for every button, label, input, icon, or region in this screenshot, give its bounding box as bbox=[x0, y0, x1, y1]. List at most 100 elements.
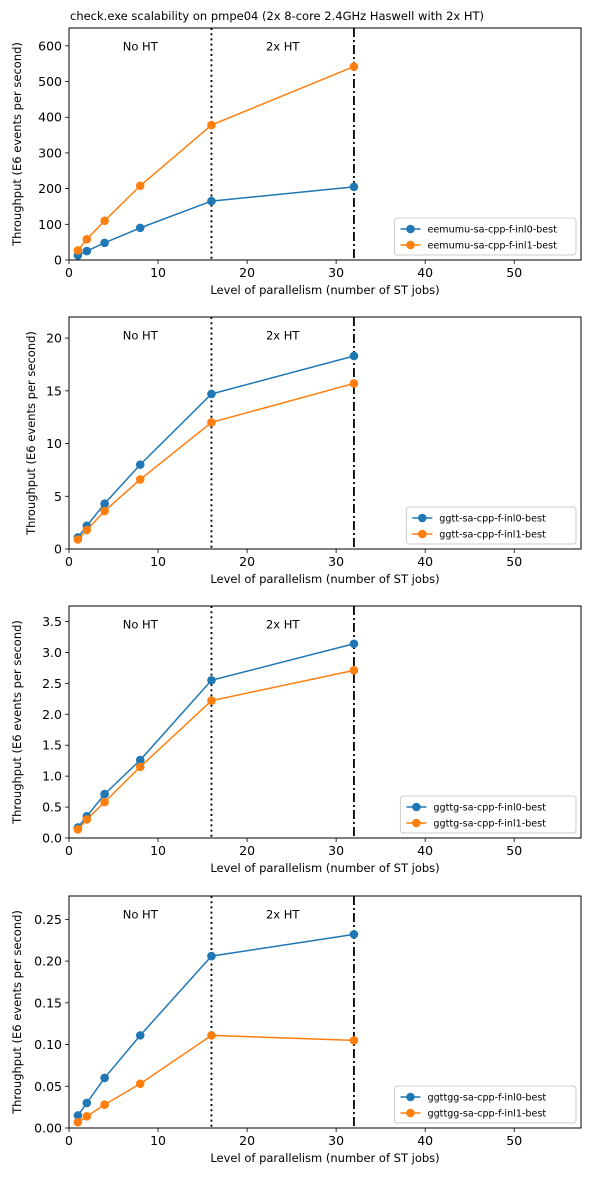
y-tick-label: 100 bbox=[38, 217, 62, 232]
chart-panel-3: 0 10 20 30 40 50 0.0 0.5 1.0 1.5 2.0 2.5 3.0 3.5 Level… bbox=[10, 605, 582, 875]
y-tick-label: 3.0 bbox=[42, 645, 62, 660]
legend-marker-1 bbox=[412, 802, 421, 812]
legend: ggttgg-sa-cpp-f-inl0-best ggttgg-sa-cpp-f… bbox=[394, 1085, 577, 1124]
region-annotation: 2x HT bbox=[266, 618, 300, 632]
data-point bbox=[82, 1112, 92, 1121]
x-tick-label: 40 bbox=[417, 265, 433, 280]
legend-label-2: ggtt-sa-cpp-f-inl1-best bbox=[439, 530, 546, 541]
data-point bbox=[135, 475, 145, 484]
data-point bbox=[82, 815, 92, 824]
region-annotation: No HT bbox=[123, 329, 159, 343]
data-point bbox=[100, 506, 109, 516]
region-annotation: 2x HT bbox=[266, 908, 300, 922]
data-point bbox=[349, 930, 359, 939]
y-tick-label: 5 bbox=[54, 489, 62, 504]
y-tick-label: 0 bbox=[54, 253, 62, 268]
y-tick-label: 400 bbox=[38, 110, 62, 125]
data-point bbox=[100, 789, 109, 799]
y-tick-label: 1.5 bbox=[42, 738, 62, 753]
x-tick-label: 20 bbox=[239, 1133, 255, 1148]
legend-box bbox=[394, 1085, 577, 1124]
x-tick-label: 30 bbox=[328, 554, 344, 569]
data-point bbox=[73, 246, 83, 255]
legend-marker-2 bbox=[406, 240, 415, 250]
data-point bbox=[82, 234, 92, 244]
data-point bbox=[135, 181, 145, 191]
data-point bbox=[100, 238, 109, 248]
x-tick-label: 50 bbox=[506, 554, 522, 569]
plot-frame bbox=[68, 605, 582, 839]
legend-label-1: ggttg-sa-cpp-f-inl0-best bbox=[433, 803, 546, 814]
x-tick-label: 40 bbox=[417, 843, 433, 858]
y-tick-label: 0.20 bbox=[34, 954, 62, 969]
data-point bbox=[207, 696, 216, 705]
y-tick-label: 1.0 bbox=[42, 769, 62, 784]
series-line-2 bbox=[77, 65, 355, 251]
x-tick-label: 0 bbox=[65, 554, 73, 569]
x-tick-label: 50 bbox=[506, 843, 522, 858]
x-tick-label: 0 bbox=[65, 265, 73, 280]
data-point bbox=[207, 196, 216, 206]
y-tick-label: 3.5 bbox=[42, 614, 62, 629]
data-point bbox=[135, 1079, 145, 1089]
data-point bbox=[349, 666, 359, 675]
data-point bbox=[100, 1100, 109, 1109]
legend-marker-1 bbox=[406, 1092, 415, 1102]
x-tick-label: 50 bbox=[506, 265, 522, 280]
legend: eemumu-sa-cpp-f-inl0-best eemumu-sa-cpp-f… bbox=[394, 217, 577, 256]
legend-label-1: ggttgg-sa-cpp-f-inl0-best bbox=[428, 1093, 547, 1104]
y-tick-label: 0 bbox=[54, 542, 62, 557]
region-annotation: No HT bbox=[123, 40, 159, 54]
data-point bbox=[349, 379, 359, 388]
data-point bbox=[207, 389, 216, 399]
series-line-1 bbox=[77, 186, 355, 257]
y-tick-label: 2.0 bbox=[42, 707, 62, 722]
plot-frame bbox=[68, 895, 582, 1129]
legend-box bbox=[394, 217, 577, 256]
legend-box bbox=[399, 795, 577, 834]
data-point bbox=[349, 182, 359, 192]
x-tick-label: 20 bbox=[239, 554, 255, 569]
series-line-1 bbox=[77, 933, 355, 1116]
data-point bbox=[135, 1031, 145, 1040]
x-axis-label: Level of parallelism (number of ST jobs) bbox=[210, 861, 439, 875]
legend: ggttg-sa-cpp-f-inl0-best ggttg-sa-cpp-f-i… bbox=[399, 795, 577, 834]
data-point bbox=[207, 418, 216, 427]
series-line-2 bbox=[77, 669, 355, 830]
data-point bbox=[73, 825, 83, 834]
legend-label-2: ggttg-sa-cpp-f-inl1-best bbox=[433, 819, 546, 830]
data-point bbox=[73, 535, 83, 544]
data-point bbox=[207, 951, 216, 961]
x-tick-label: 40 bbox=[417, 554, 433, 569]
series-line-1 bbox=[77, 643, 355, 828]
legend-label-2: eemumu-sa-cpp-f-inl1-best bbox=[428, 241, 558, 252]
figure-title: check.exe scalability on pmpe04 (2x 8-co… bbox=[70, 9, 484, 23]
plot-frame bbox=[68, 27, 582, 261]
x-tick-label: 10 bbox=[150, 265, 166, 280]
y-tick-label: 600 bbox=[38, 38, 62, 53]
x-tick-label: 20 bbox=[239, 843, 255, 858]
legend-marker-1 bbox=[406, 224, 415, 234]
x-tick-label: 0 bbox=[65, 843, 73, 858]
data-point bbox=[82, 1098, 92, 1108]
y-axis-label: Throughput (E6 events per second) bbox=[24, 331, 38, 536]
x-axis-label: Level of parallelism (number of ST jobs) bbox=[210, 572, 439, 586]
region-annotation: 2x HT bbox=[266, 329, 300, 343]
legend-box bbox=[405, 506, 577, 545]
data-point bbox=[100, 216, 109, 226]
region-annotation: No HT bbox=[123, 908, 159, 922]
x-tick-label: 10 bbox=[150, 1133, 166, 1148]
data-point bbox=[100, 1073, 109, 1083]
x-tick-label: 40 bbox=[417, 1133, 433, 1148]
region-annotation: 2x HT bbox=[266, 40, 300, 54]
x-tick-label: 10 bbox=[150, 554, 166, 569]
series-line-2 bbox=[77, 1034, 354, 1123]
y-axis-label: Throughput (E6 events per second) bbox=[10, 620, 24, 825]
data-point bbox=[349, 62, 359, 71]
y-tick-label: 20 bbox=[46, 331, 62, 346]
legend-marker-2 bbox=[406, 1108, 415, 1118]
data-point bbox=[73, 1117, 83, 1127]
y-tick-label: 300 bbox=[38, 145, 62, 160]
